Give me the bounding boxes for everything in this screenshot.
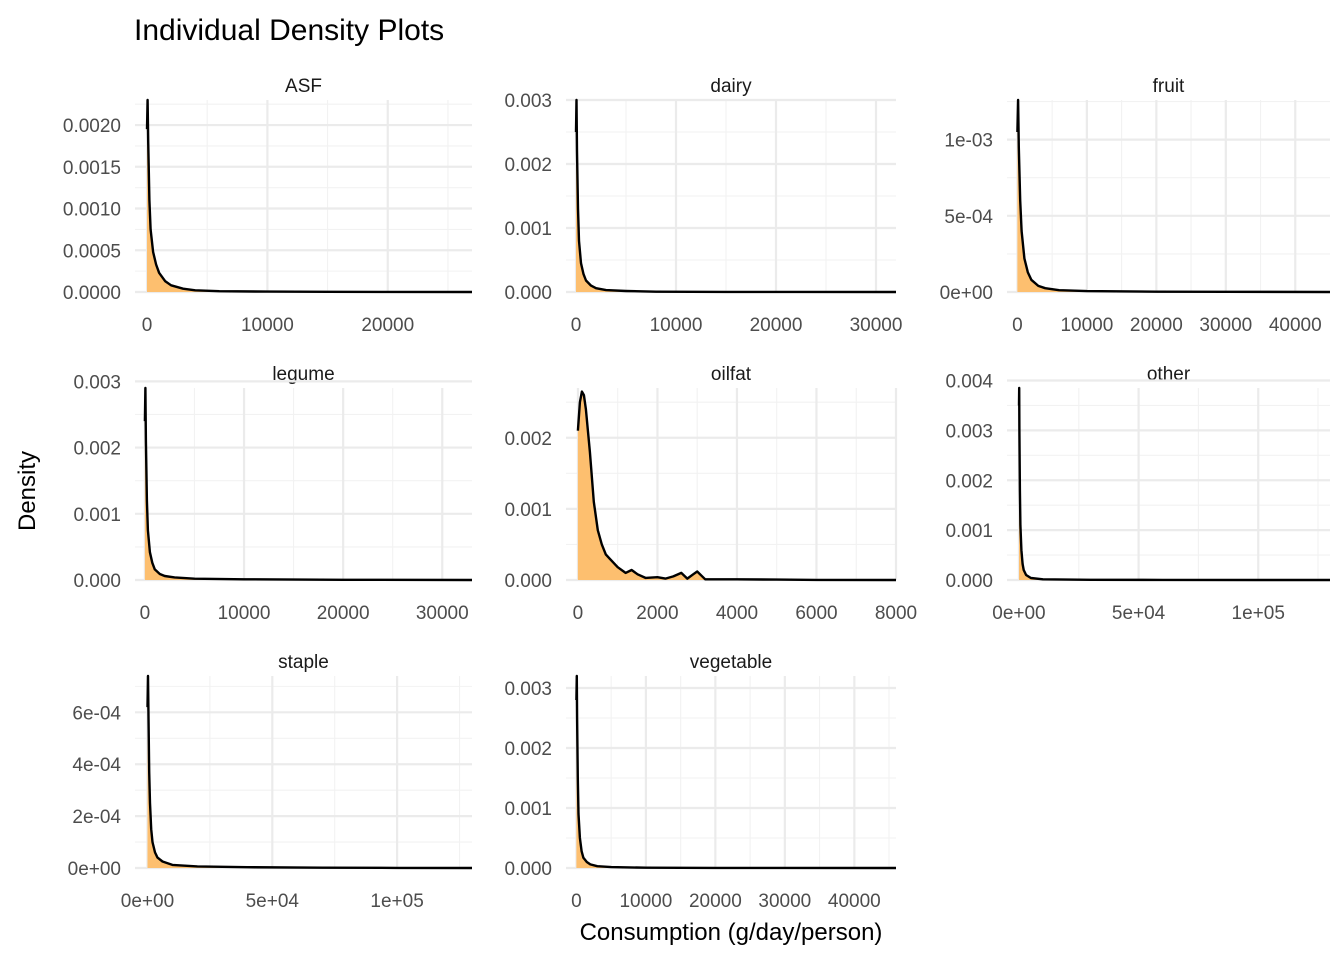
- panel-dairy: dairy 0 10000 20000 30000 0.000 0.001 0.002 0.00…: [504, 76, 902, 336]
- density-area-vegetable: [576, 676, 896, 868]
- panel-vegetable: vegetable 0 10000 20000 30000 40000 0.000 0.001…: [504, 652, 897, 912]
- strip-label-dairy: dairy: [710, 76, 752, 97]
- panel-fruit: fruit 0 10000 20000 30000 40000 0e+00 5e-04 1e-0…: [940, 76, 1331, 336]
- panel-legume: legume 0 10000 20000 30000 0.000 0.001 0.002 0.0…: [73, 364, 473, 624]
- y-tick-label: 0.002: [73, 439, 121, 460]
- x-tick-label: 20000: [317, 603, 370, 624]
- y-tick-label: 0.001: [73, 505, 121, 526]
- x-tick-label: 6000: [795, 603, 837, 624]
- y-tick-label: 6e-04: [72, 703, 121, 724]
- x-tick-label: 30000: [416, 603, 469, 624]
- density-line-dairy: [574, 98, 897, 294]
- strip-label-oilfat: oilfat: [711, 364, 752, 385]
- strip-label-legume: legume: [272, 364, 334, 385]
- y-tick-label: 0.001: [504, 500, 552, 521]
- strip-label-fruit: fruit: [1153, 76, 1185, 97]
- y-tick-label: 0.000: [945, 571, 993, 592]
- x-tick-label: 0: [573, 603, 584, 624]
- chart-title: Individual Density Plots: [134, 14, 444, 47]
- x-tick-label: 20000: [1130, 315, 1183, 336]
- x-tick-label: 20000: [750, 315, 803, 336]
- y-tick-label: 0.001: [504, 799, 552, 820]
- x-tick-label: 30000: [758, 891, 811, 912]
- x-tick-label: 2000: [636, 603, 678, 624]
- y-tick-label: 2e-04: [72, 807, 121, 828]
- x-tick-label: 1e+05: [1232, 603, 1285, 624]
- x-tick-label: 30000: [1199, 315, 1252, 336]
- x-tick-label: 40000: [828, 891, 881, 912]
- y-tick-label: 5e-04: [944, 207, 993, 228]
- x-axis-title: Consumption (g/day/person): [580, 919, 883, 946]
- density-line-other: [1017, 386, 1330, 582]
- x-tick-label: 10000: [619, 891, 672, 912]
- x-tick-label: 10000: [218, 603, 271, 624]
- x-tick-label: 1e+05: [370, 891, 423, 912]
- y-tick-label: 0.004: [945, 372, 993, 393]
- y-tick-label: 0.0015: [63, 158, 121, 179]
- y-tick-label: 0e+00: [940, 283, 993, 304]
- y-axis-title: Density: [14, 451, 41, 531]
- density-area-asf: [147, 100, 472, 292]
- y-tick-label: 0.0020: [63, 116, 121, 137]
- y-tick-label: 0.001: [945, 521, 993, 542]
- y-tick-label: 1e-03: [944, 131, 993, 152]
- x-tick-label: 40000: [1269, 315, 1322, 336]
- y-tick-label: 0.003: [504, 91, 552, 112]
- y-tick-label: 0.003: [73, 372, 121, 393]
- y-tick-label: 0.001: [504, 219, 552, 240]
- x-tick-label: 0: [140, 603, 151, 624]
- strip-label-other: other: [1147, 364, 1191, 385]
- strip-label-vegetable: vegetable: [690, 652, 772, 673]
- x-tick-label: 20000: [689, 891, 742, 912]
- y-tick-label: 0.000: [73, 571, 121, 592]
- y-tick-label: 0.002: [504, 739, 552, 760]
- x-tick-label: 0: [142, 315, 153, 336]
- density-line-legume: [143, 386, 473, 582]
- y-tick-label: 0.002: [504, 429, 552, 450]
- y-tick-label: 0.002: [945, 471, 993, 492]
- x-tick-label: 30000: [850, 315, 903, 336]
- y-tick-label: 4e-04: [72, 755, 121, 776]
- y-tick-label: 0e+00: [68, 859, 121, 880]
- density-line-oilfat: [576, 390, 897, 582]
- y-tick-label: 0.0005: [63, 241, 121, 262]
- x-tick-label: 5e+04: [1112, 603, 1166, 624]
- x-tick-label: 10000: [650, 315, 703, 336]
- density-line-fruit: [1016, 98, 1331, 294]
- density-area-other: [1019, 388, 1330, 580]
- strip-label-staple: staple: [278, 652, 329, 673]
- panel-asf: ASF 0 10000 20000 0.0000 0.0005 0.0010 0.0015 0.…: [63, 76, 473, 336]
- x-tick-label: 0: [1012, 315, 1023, 336]
- x-tick-label: 0e+00: [121, 891, 174, 912]
- y-tick-label: 0.0010: [63, 200, 121, 221]
- x-tick-label: 0: [571, 891, 582, 912]
- x-tick-label: 4000: [716, 603, 758, 624]
- x-tick-label: 8000: [875, 603, 917, 624]
- y-tick-label: 0.003: [504, 679, 552, 700]
- density-area-fruit: [1017, 100, 1330, 292]
- x-tick-label: 5e+04: [246, 891, 300, 912]
- density-line-vegetable: [575, 674, 897, 870]
- x-tick-label: 20000: [361, 315, 414, 336]
- y-tick-label: 0.002: [504, 155, 552, 176]
- panel-other: other 0e+00 5e+04 1e+05 0.000 0.001 0.002 0.003…: [945, 364, 1330, 624]
- y-tick-label: 0.000: [504, 571, 552, 592]
- density-area-staple: [147, 676, 472, 868]
- y-tick-label: 0.003: [945, 421, 993, 442]
- y-tick-label: 0.000: [504, 859, 552, 880]
- panel-oilfat: oilfat 0 2000 4000 6000 8000 0.000 0.001 0.002: [504, 364, 917, 624]
- y-tick-label: 0.0000: [63, 283, 121, 304]
- x-tick-label: 10000: [1060, 315, 1113, 336]
- x-tick-label: 10000: [241, 315, 294, 336]
- density-line-asf: [145, 98, 473, 294]
- density-line-staple: [146, 674, 473, 870]
- strip-label-asf: ASF: [285, 76, 322, 97]
- panel-staple: staple 0e+00 5e+04 1e+05 0e+00 2e-04 4e-04 6e-0…: [68, 652, 473, 912]
- x-tick-label: 0e+00: [992, 603, 1045, 624]
- x-tick-label: 0: [571, 315, 582, 336]
- y-tick-label: 0.000: [504, 283, 552, 304]
- density-area-oilfat: [577, 391, 896, 580]
